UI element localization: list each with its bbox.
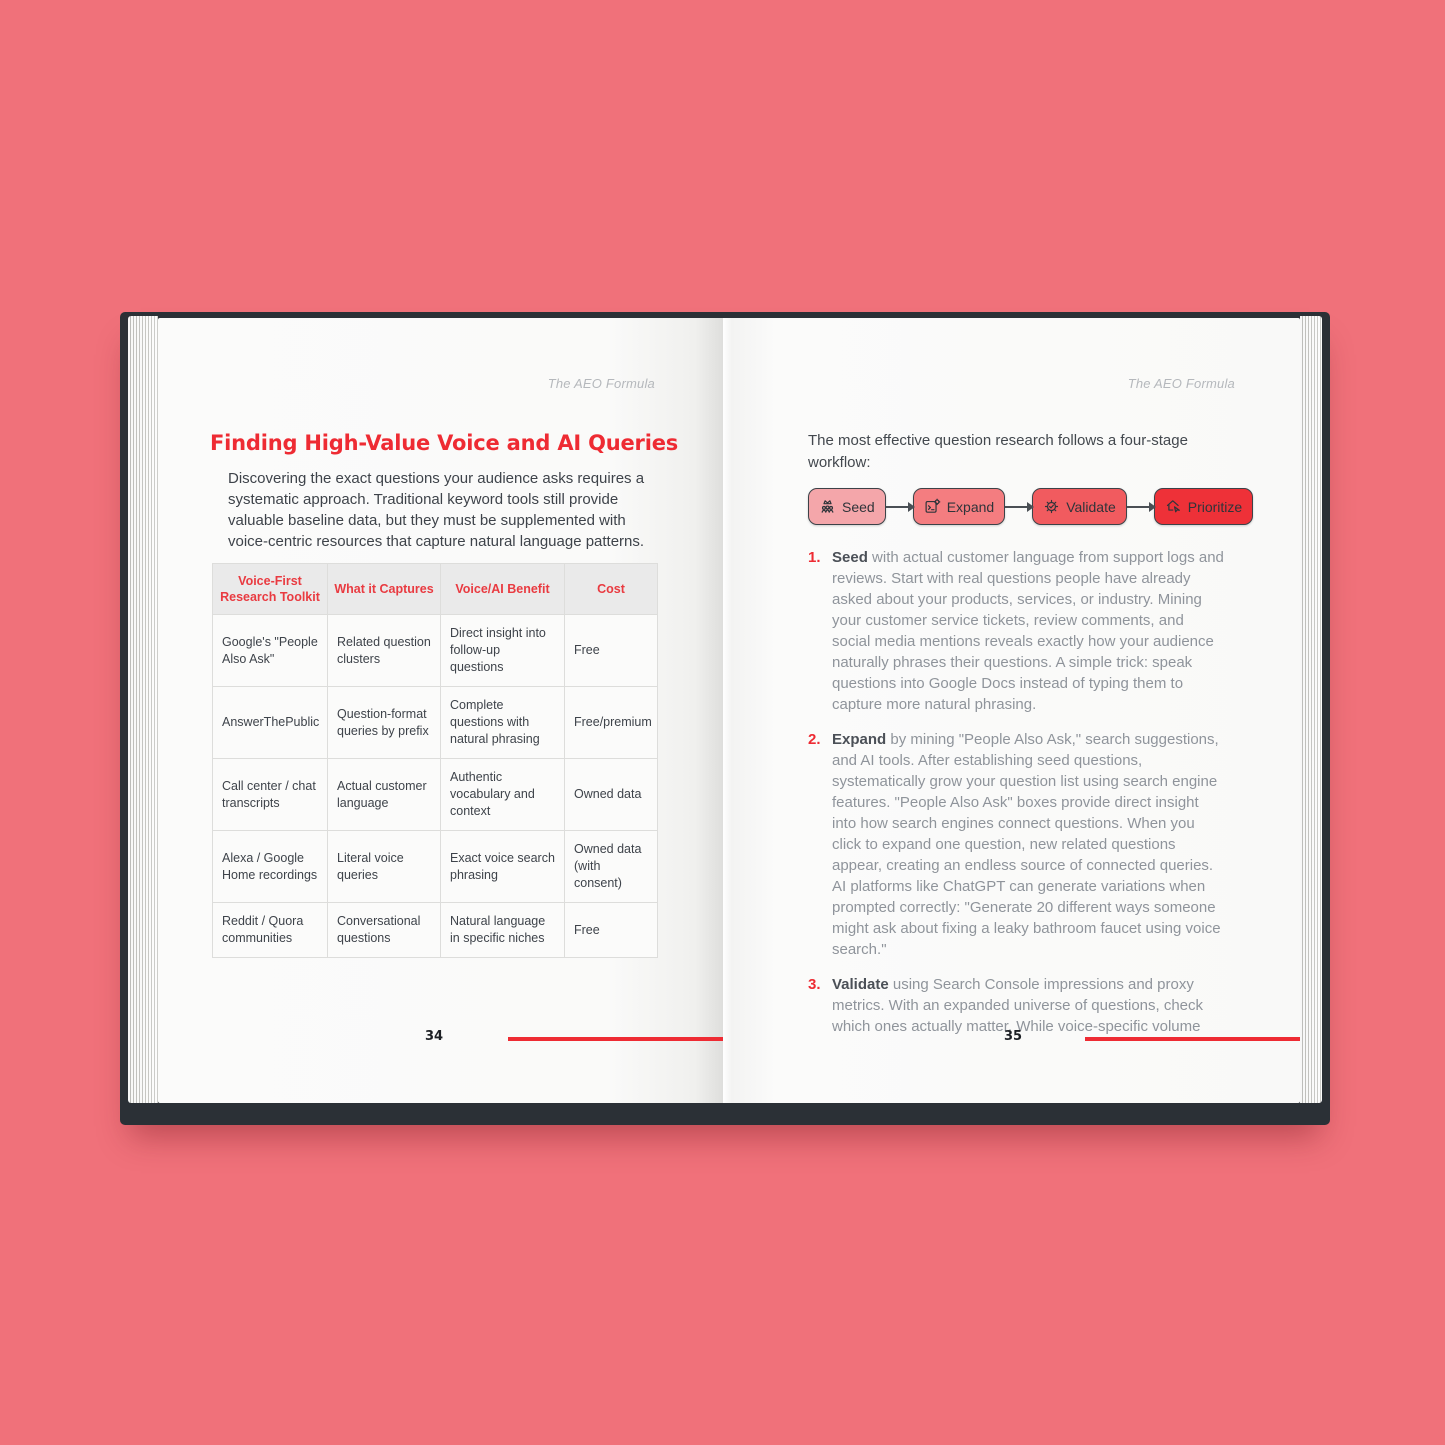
page-title: Finding High-Value Voice and AI Queries bbox=[210, 431, 680, 455]
workflow-stage-prioritize: Prioritize bbox=[1154, 488, 1253, 525]
gear-check-icon bbox=[1043, 498, 1060, 515]
table-cell: Related question clusters bbox=[328, 615, 441, 687]
list-item: 3. Validate using Search Console impress… bbox=[808, 974, 1226, 1037]
workflow-diagram: Seed Expand bbox=[808, 488, 1253, 525]
table-cell: Literal voice queries bbox=[328, 831, 441, 903]
table-cell: Google's "People Also Ask" bbox=[213, 615, 328, 687]
table-cell: Question-format queries by prefix bbox=[328, 687, 441, 759]
list-lead-word: Seed bbox=[832, 549, 868, 566]
arrow-right-icon bbox=[1127, 506, 1154, 508]
table-row: Call center / chat transcripts Actual cu… bbox=[213, 759, 658, 831]
table-cell: Call center / chat transcripts bbox=[213, 759, 328, 831]
terminal-gear-icon bbox=[924, 498, 941, 515]
list-lead-word: Validate bbox=[832, 976, 889, 993]
right-page: The AEO Formula The most effective quest… bbox=[723, 318, 1300, 1103]
column-header: Voice-First Research Toolkit bbox=[213, 564, 328, 615]
list-number: 2. bbox=[808, 729, 832, 960]
table-row: Reddit / Quora communities Conversationa… bbox=[213, 903, 658, 958]
column-header: What it Captures bbox=[328, 564, 441, 615]
table-row: Alexa / Google Home recordings Literal v… bbox=[213, 831, 658, 903]
workflow-stage-validate: Validate bbox=[1032, 488, 1127, 525]
list-item: 1. Seed with actual customer language fr… bbox=[808, 547, 1226, 715]
left-page: The AEO Formula Finding High-Value Voice… bbox=[158, 318, 723, 1103]
page-stack-edge-left bbox=[128, 316, 158, 1103]
table-header-row: Voice-First Research Toolkit What it Cap… bbox=[213, 564, 658, 615]
workflow-stage-seed: Seed bbox=[808, 488, 886, 525]
table-cell: Free bbox=[565, 615, 658, 687]
list-number: 1. bbox=[808, 547, 832, 715]
table-cell: Exact voice search phrasing bbox=[441, 831, 565, 903]
table-cell: Free bbox=[565, 903, 658, 958]
stage-label: Expand bbox=[947, 499, 994, 515]
table-cell: Complete questions with natural phrasing bbox=[441, 687, 565, 759]
table-row: Google's "People Also Ask" Related quest… bbox=[213, 615, 658, 687]
table-cell: Direct insight into follow-up questions bbox=[441, 615, 565, 687]
table-cell: Free/premium bbox=[565, 687, 658, 759]
list-lead-word: Expand bbox=[832, 731, 886, 748]
footer-rule bbox=[1085, 1037, 1300, 1041]
arrow-right-icon bbox=[1005, 506, 1032, 508]
footer-rule bbox=[508, 1037, 723, 1041]
column-header: Cost bbox=[565, 564, 658, 615]
workflow-stage-expand: Expand bbox=[913, 488, 1005, 525]
page-stack-edge-right bbox=[1300, 316, 1322, 1103]
list-item: 2. Expand by mining "People Also Ask," s… bbox=[808, 729, 1226, 960]
arrow-right-icon bbox=[886, 506, 913, 508]
table-cell: Alexa / Google Home recordings bbox=[213, 831, 328, 903]
intro-paragraph: Discovering the exact questions your aud… bbox=[228, 468, 660, 552]
page-number: 35 bbox=[1004, 1029, 1022, 1044]
column-header: Voice/AI Benefit bbox=[441, 564, 565, 615]
page-number: 34 bbox=[425, 1029, 443, 1044]
list-text: Expand by mining "People Also Ask," sear… bbox=[832, 729, 1226, 960]
table-cell: Owned data (with consent) bbox=[565, 831, 658, 903]
list-body: by mining "People Also Ask," search sugg… bbox=[832, 731, 1221, 958]
house-click-icon bbox=[1165, 498, 1182, 515]
table-cell: Natural language in specific niches bbox=[441, 903, 565, 958]
stage-label: Seed bbox=[842, 499, 875, 515]
crowd-icon bbox=[819, 498, 836, 515]
table-row: AnswerThePublic Question-format queries … bbox=[213, 687, 658, 759]
stage-label: Prioritize bbox=[1188, 499, 1242, 515]
table-cell: Conversational questions bbox=[328, 903, 441, 958]
list-text: Seed with actual customer language from … bbox=[832, 547, 1226, 715]
list-text: Validate using Search Console impression… bbox=[832, 974, 1226, 1037]
workflow-intro: The most effective question research fol… bbox=[808, 430, 1238, 474]
workflow-steps-list: 1. Seed with actual customer language fr… bbox=[808, 547, 1226, 1051]
book-mockup: The AEO Formula Finding High-Value Voice… bbox=[120, 312, 1330, 1125]
table-cell: Reddit / Quora communities bbox=[213, 903, 328, 958]
list-number: 3. bbox=[808, 974, 832, 1037]
list-body: with actual customer language from suppo… bbox=[832, 549, 1224, 713]
table-cell: Authentic vocabulary and context bbox=[441, 759, 565, 831]
stage-label: Validate bbox=[1066, 499, 1116, 515]
table-cell: AnswerThePublic bbox=[213, 687, 328, 759]
voice-research-table: Voice-First Research Toolkit What it Cap… bbox=[212, 563, 658, 958]
table-cell: Owned data bbox=[565, 759, 658, 831]
table-cell: Actual customer language bbox=[328, 759, 441, 831]
running-header: The AEO Formula bbox=[1128, 376, 1235, 391]
running-header: The AEO Formula bbox=[548, 376, 655, 391]
